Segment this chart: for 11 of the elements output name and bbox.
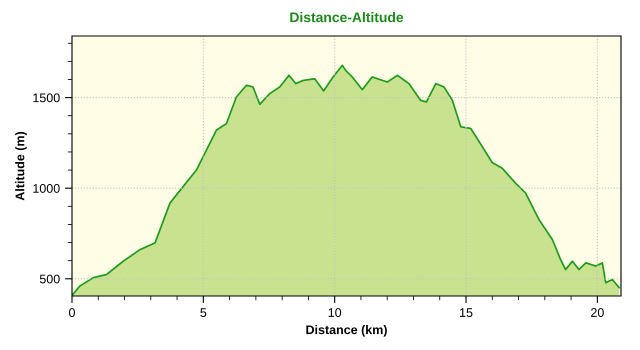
x-tick-label: 0 <box>69 308 75 317</box>
x-tick-label: 20 <box>591 308 604 317</box>
y-axis-title: Altitude (m) <box>15 132 27 200</box>
x-tick-label: 10 <box>328 308 342 317</box>
chart-title: Distance-Altitude <box>290 12 404 22</box>
x-tick-label: 5 <box>200 308 206 317</box>
x-tick-label: 15 <box>460 308 472 317</box>
y-tick-label: 1500 <box>33 93 60 102</box>
y-tick-label: 500 <box>40 274 60 284</box>
x-axis-title: Distance (km) <box>306 325 387 337</box>
y-tick-label: 1000 <box>33 184 60 193</box>
